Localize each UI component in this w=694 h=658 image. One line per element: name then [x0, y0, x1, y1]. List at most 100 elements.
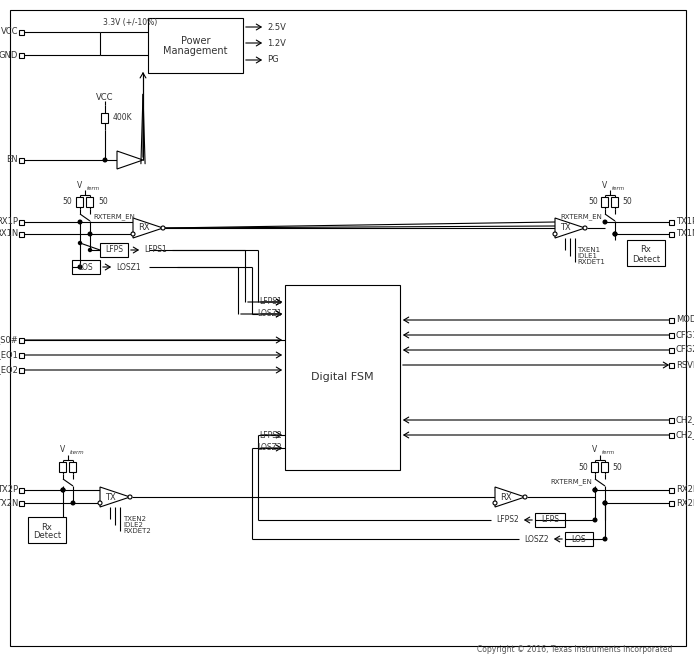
Text: RX: RX [137, 224, 149, 232]
Circle shape [161, 226, 165, 230]
Text: Copyright © 2016, Texas Instruments Incorporated: Copyright © 2016, Texas Instruments Inco… [477, 645, 672, 655]
Text: LOSZ2: LOSZ2 [257, 443, 282, 453]
Circle shape [603, 537, 607, 541]
Polygon shape [495, 487, 525, 507]
Text: LFPS: LFPS [541, 515, 559, 524]
Bar [72, 260, 100, 274]
Bar [69, 462, 76, 472]
Text: TX1N: TX1N [676, 230, 694, 238]
Text: LOSZ2: LOSZ2 [525, 534, 549, 544]
Text: term: term [602, 451, 615, 455]
Circle shape [613, 232, 617, 236]
Text: LOS: LOS [572, 534, 586, 544]
Text: LFPS1: LFPS1 [144, 245, 167, 255]
Text: RX2P: RX2P [676, 486, 694, 495]
Text: LFPS: LFPS [105, 245, 123, 255]
Bar [19, 30, 24, 34]
Text: TX: TX [105, 492, 116, 501]
Text: Detect: Detect [632, 255, 660, 263]
Text: 3.3V (+/-10%): 3.3V (+/-10%) [103, 18, 158, 26]
Bar [670, 488, 675, 492]
Text: SLP_S0#: SLP_S0# [0, 336, 18, 345]
Bar [19, 368, 24, 372]
Bar [670, 318, 675, 322]
Text: 400K: 400K [113, 113, 133, 122]
Bar [670, 232, 675, 236]
Text: 1.2V: 1.2V [267, 39, 286, 47]
Text: TX2N: TX2N [0, 499, 18, 507]
Bar [76, 197, 83, 207]
Bar [670, 220, 675, 224]
Polygon shape [133, 218, 163, 238]
Bar [19, 338, 24, 343]
Text: RX: RX [500, 492, 511, 501]
Text: 2.5V: 2.5V [267, 22, 286, 32]
Bar [101, 113, 108, 122]
Bar [60, 462, 67, 472]
Text: TXEN1: TXEN1 [577, 247, 600, 253]
Text: V: V [592, 445, 597, 455]
Text: TX2P: TX2P [0, 486, 18, 495]
Text: LFPS2: LFPS2 [496, 515, 519, 524]
Text: CH2_EQ1: CH2_EQ1 [676, 415, 694, 424]
Bar [670, 432, 675, 438]
Text: RX2N: RX2N [676, 499, 694, 507]
Circle shape [493, 501, 497, 505]
Text: Digital FSM: Digital FSM [311, 372, 374, 382]
Text: RX1N: RX1N [0, 230, 18, 238]
Polygon shape [100, 487, 130, 507]
Circle shape [593, 488, 597, 492]
Text: V: V [60, 445, 65, 455]
Circle shape [78, 220, 82, 224]
Text: 50: 50 [62, 197, 72, 207]
Text: VCC: VCC [96, 93, 114, 103]
Bar [19, 53, 24, 57]
Circle shape [583, 226, 587, 230]
Text: IDLE1: IDLE1 [577, 253, 597, 259]
Text: RX1P: RX1P [0, 218, 18, 226]
Circle shape [88, 232, 92, 236]
Text: CFG1: CFG1 [676, 330, 694, 340]
Bar [535, 513, 565, 527]
Bar [19, 232, 24, 236]
Text: GND: GND [0, 51, 18, 59]
Circle shape [61, 488, 65, 492]
Text: 50: 50 [98, 197, 108, 207]
Bar [19, 353, 24, 357]
Text: LOSZ1: LOSZ1 [257, 309, 282, 318]
Text: VCC: VCC [1, 28, 18, 36]
Text: RXTERM_EN: RXTERM_EN [93, 214, 135, 220]
Circle shape [71, 501, 75, 505]
Bar [19, 488, 24, 492]
Text: RSVD1: RSVD1 [676, 361, 694, 370]
Text: TXEN2: TXEN2 [123, 516, 146, 522]
Text: Rx: Rx [641, 245, 652, 255]
Bar [670, 332, 675, 338]
Text: V: V [602, 180, 607, 190]
Bar [19, 501, 24, 505]
Bar [670, 347, 675, 353]
Text: term: term [87, 186, 100, 191]
Text: 50: 50 [578, 463, 588, 472]
Circle shape [89, 249, 92, 251]
Text: Detect: Detect [33, 532, 61, 540]
Text: CFG2: CFG2 [676, 345, 694, 355]
Circle shape [131, 232, 135, 236]
Text: TX1P: TX1P [676, 218, 694, 226]
Text: RXDET1: RXDET1 [577, 259, 605, 265]
Text: Power: Power [180, 36, 210, 45]
Bar [670, 417, 675, 422]
Bar [611, 197, 618, 207]
Bar [670, 363, 675, 368]
Circle shape [603, 220, 607, 224]
Bar [148, 18, 243, 73]
Text: Management: Management [163, 47, 228, 57]
Bar [87, 197, 94, 207]
Text: lterm: lterm [70, 451, 85, 455]
Bar [602, 462, 609, 472]
Text: LFPS1: LFPS1 [260, 297, 282, 307]
Bar [591, 462, 598, 472]
Text: term: term [612, 186, 625, 191]
Bar [602, 197, 609, 207]
Text: CH1_EQ2: CH1_EQ2 [0, 365, 18, 374]
